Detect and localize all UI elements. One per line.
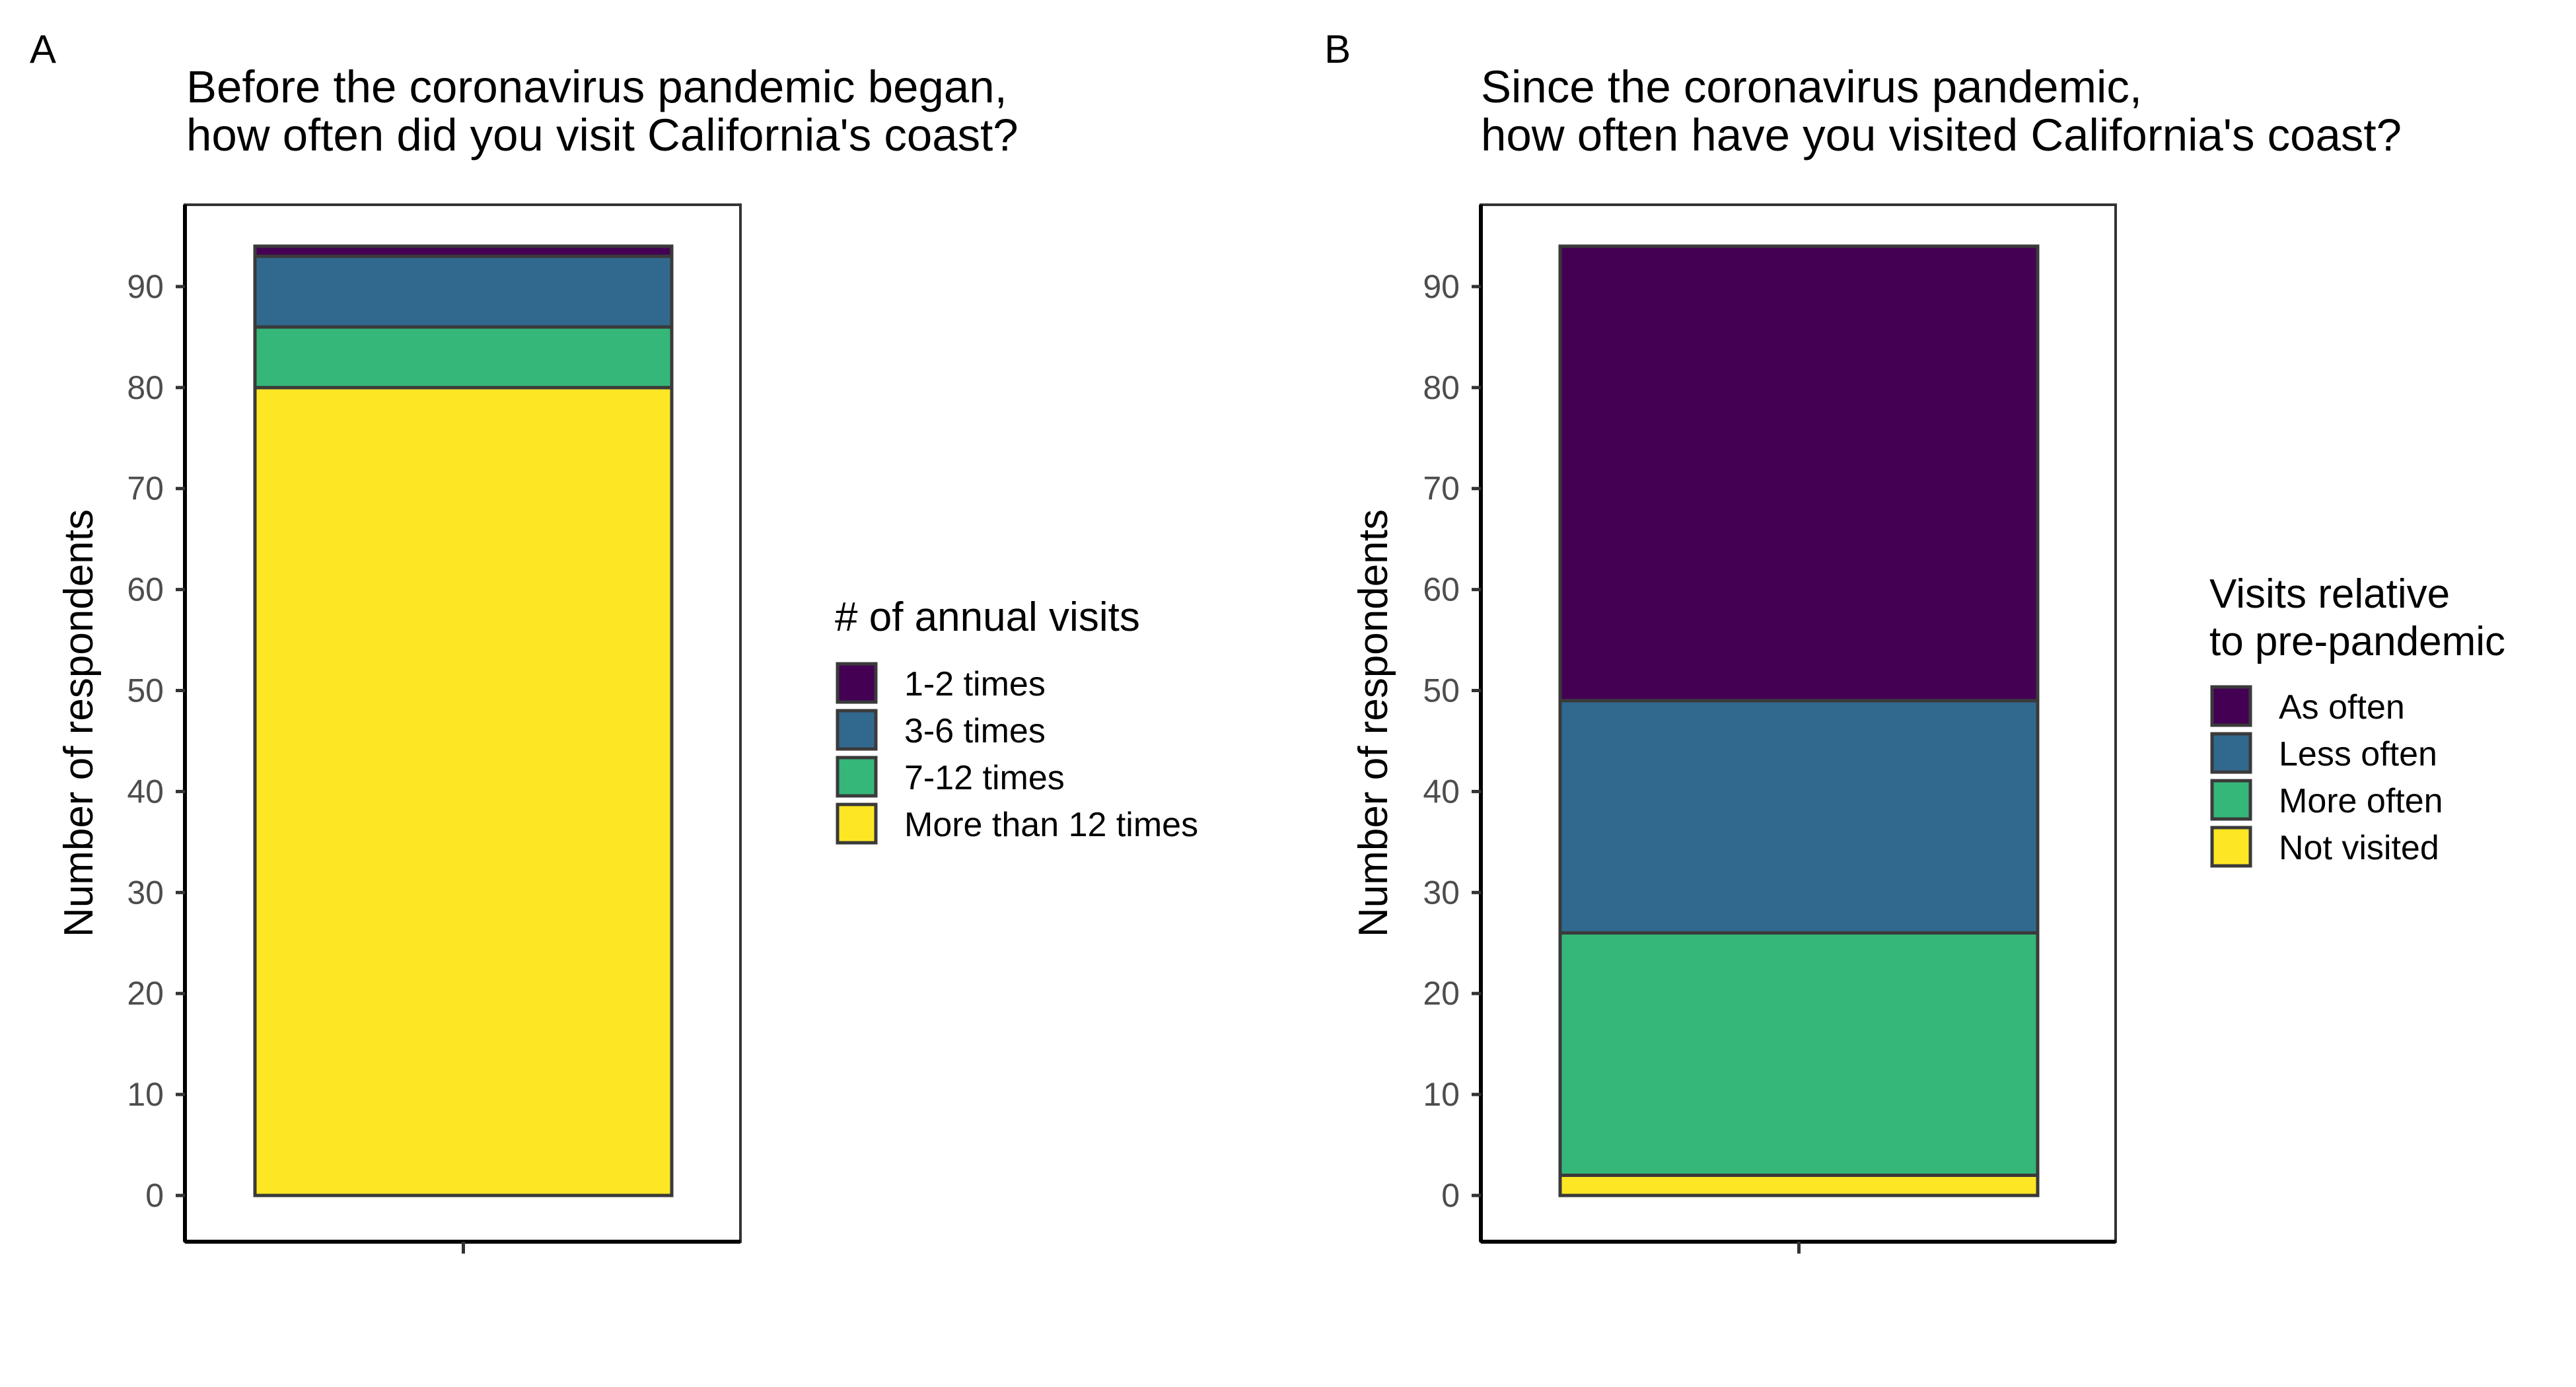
legend-key (836, 662, 878, 704)
bar-segment (1558, 1173, 2040, 1197)
legend-label: More often (2279, 782, 2443, 820)
y-tick-label: 10 (1423, 1076, 1460, 1113)
legend-label: As often (2279, 688, 2405, 727)
legend-title-line: to pre-pandemic (2209, 619, 2505, 664)
y-tick-label: 0 (145, 1177, 164, 1214)
chart-title-line: Before the coronavirus pandemic began, (186, 61, 1007, 112)
legend-label: 3-6 times (904, 712, 1046, 750)
legend-key (2210, 685, 2252, 727)
y-tick-label: 90 (127, 268, 164, 305)
y-tick-label: 50 (1423, 672, 1460, 709)
y-tick-label: 70 (1423, 470, 1460, 507)
panel-tag: B (1324, 27, 1351, 71)
chart-title-line: how often did you visit California's coa… (186, 110, 1019, 160)
y-tick-label: 60 (1423, 571, 1460, 608)
y-axis-title: Number of respondents (1351, 509, 1396, 937)
panel-tag: A (30, 27, 56, 71)
bar-segment (253, 244, 674, 258)
legend-label: More than 12 times (904, 806, 1198, 844)
y-tick-label: 90 (1423, 268, 1460, 305)
panel-a: A Before the coronavirus pandemic began,h… (30, 27, 1198, 1254)
y-tick-label: 70 (127, 470, 164, 507)
panel-b: B Since the coronavirus pandemic,how ofte… (1324, 27, 2505, 1254)
legend-title-line: # of annual visits (835, 594, 1140, 640)
y-tick-label: 30 (1423, 874, 1460, 911)
bar-segment (1558, 931, 2040, 1177)
legend-key (836, 802, 878, 845)
bar-segment (1558, 244, 2040, 703)
chart-title-line: how often have you visited California's … (1481, 110, 2402, 160)
y-tick-label: 50 (127, 672, 164, 709)
legend-key (2210, 779, 2252, 821)
legend-label: Less often (2279, 735, 2437, 773)
y-tick-label: 20 (127, 975, 164, 1012)
y-tick-label: 0 (1441, 1177, 1460, 1214)
legend-title-line: Visits relative (2209, 571, 2450, 617)
y-axis-title: Number of respondents (56, 509, 102, 937)
y-tick-label: 20 (1423, 975, 1460, 1012)
y-tick-label: 60 (127, 571, 164, 608)
y-tick-label: 40 (127, 773, 164, 810)
legend-key (2210, 826, 2252, 868)
y-tick-label: 10 (127, 1076, 164, 1113)
bar-segment (253, 386, 674, 1197)
chart-title-line: Since the coronavirus pandemic, (1481, 61, 2142, 112)
y-tick-label: 40 (1423, 773, 1460, 810)
legend-label: 7-12 times (904, 759, 1065, 797)
y-tick-label: 80 (127, 369, 164, 406)
legend-key (836, 709, 878, 751)
legend-label: 1-2 times (904, 665, 1046, 703)
y-tick-label: 80 (1423, 369, 1460, 406)
legend-key (836, 756, 878, 798)
bar-segment (1558, 699, 2040, 935)
y-tick-label: 30 (127, 874, 164, 911)
legend-label: Not visited (2279, 829, 2439, 867)
bar-segment (253, 325, 674, 390)
bar-segment (253, 254, 674, 329)
legend-key (2210, 732, 2252, 774)
